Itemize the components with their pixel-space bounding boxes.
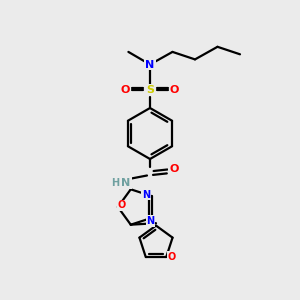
Text: N: N bbox=[147, 216, 155, 226]
Text: N: N bbox=[122, 178, 130, 188]
Text: N: N bbox=[146, 59, 154, 70]
Text: N: N bbox=[142, 190, 150, 200]
Text: O: O bbox=[121, 85, 130, 95]
Text: S: S bbox=[146, 85, 154, 95]
Text: O: O bbox=[169, 164, 179, 175]
Text: O: O bbox=[167, 252, 176, 262]
Text: O: O bbox=[117, 200, 126, 211]
Text: H: H bbox=[111, 178, 119, 188]
Text: O: O bbox=[170, 85, 179, 95]
